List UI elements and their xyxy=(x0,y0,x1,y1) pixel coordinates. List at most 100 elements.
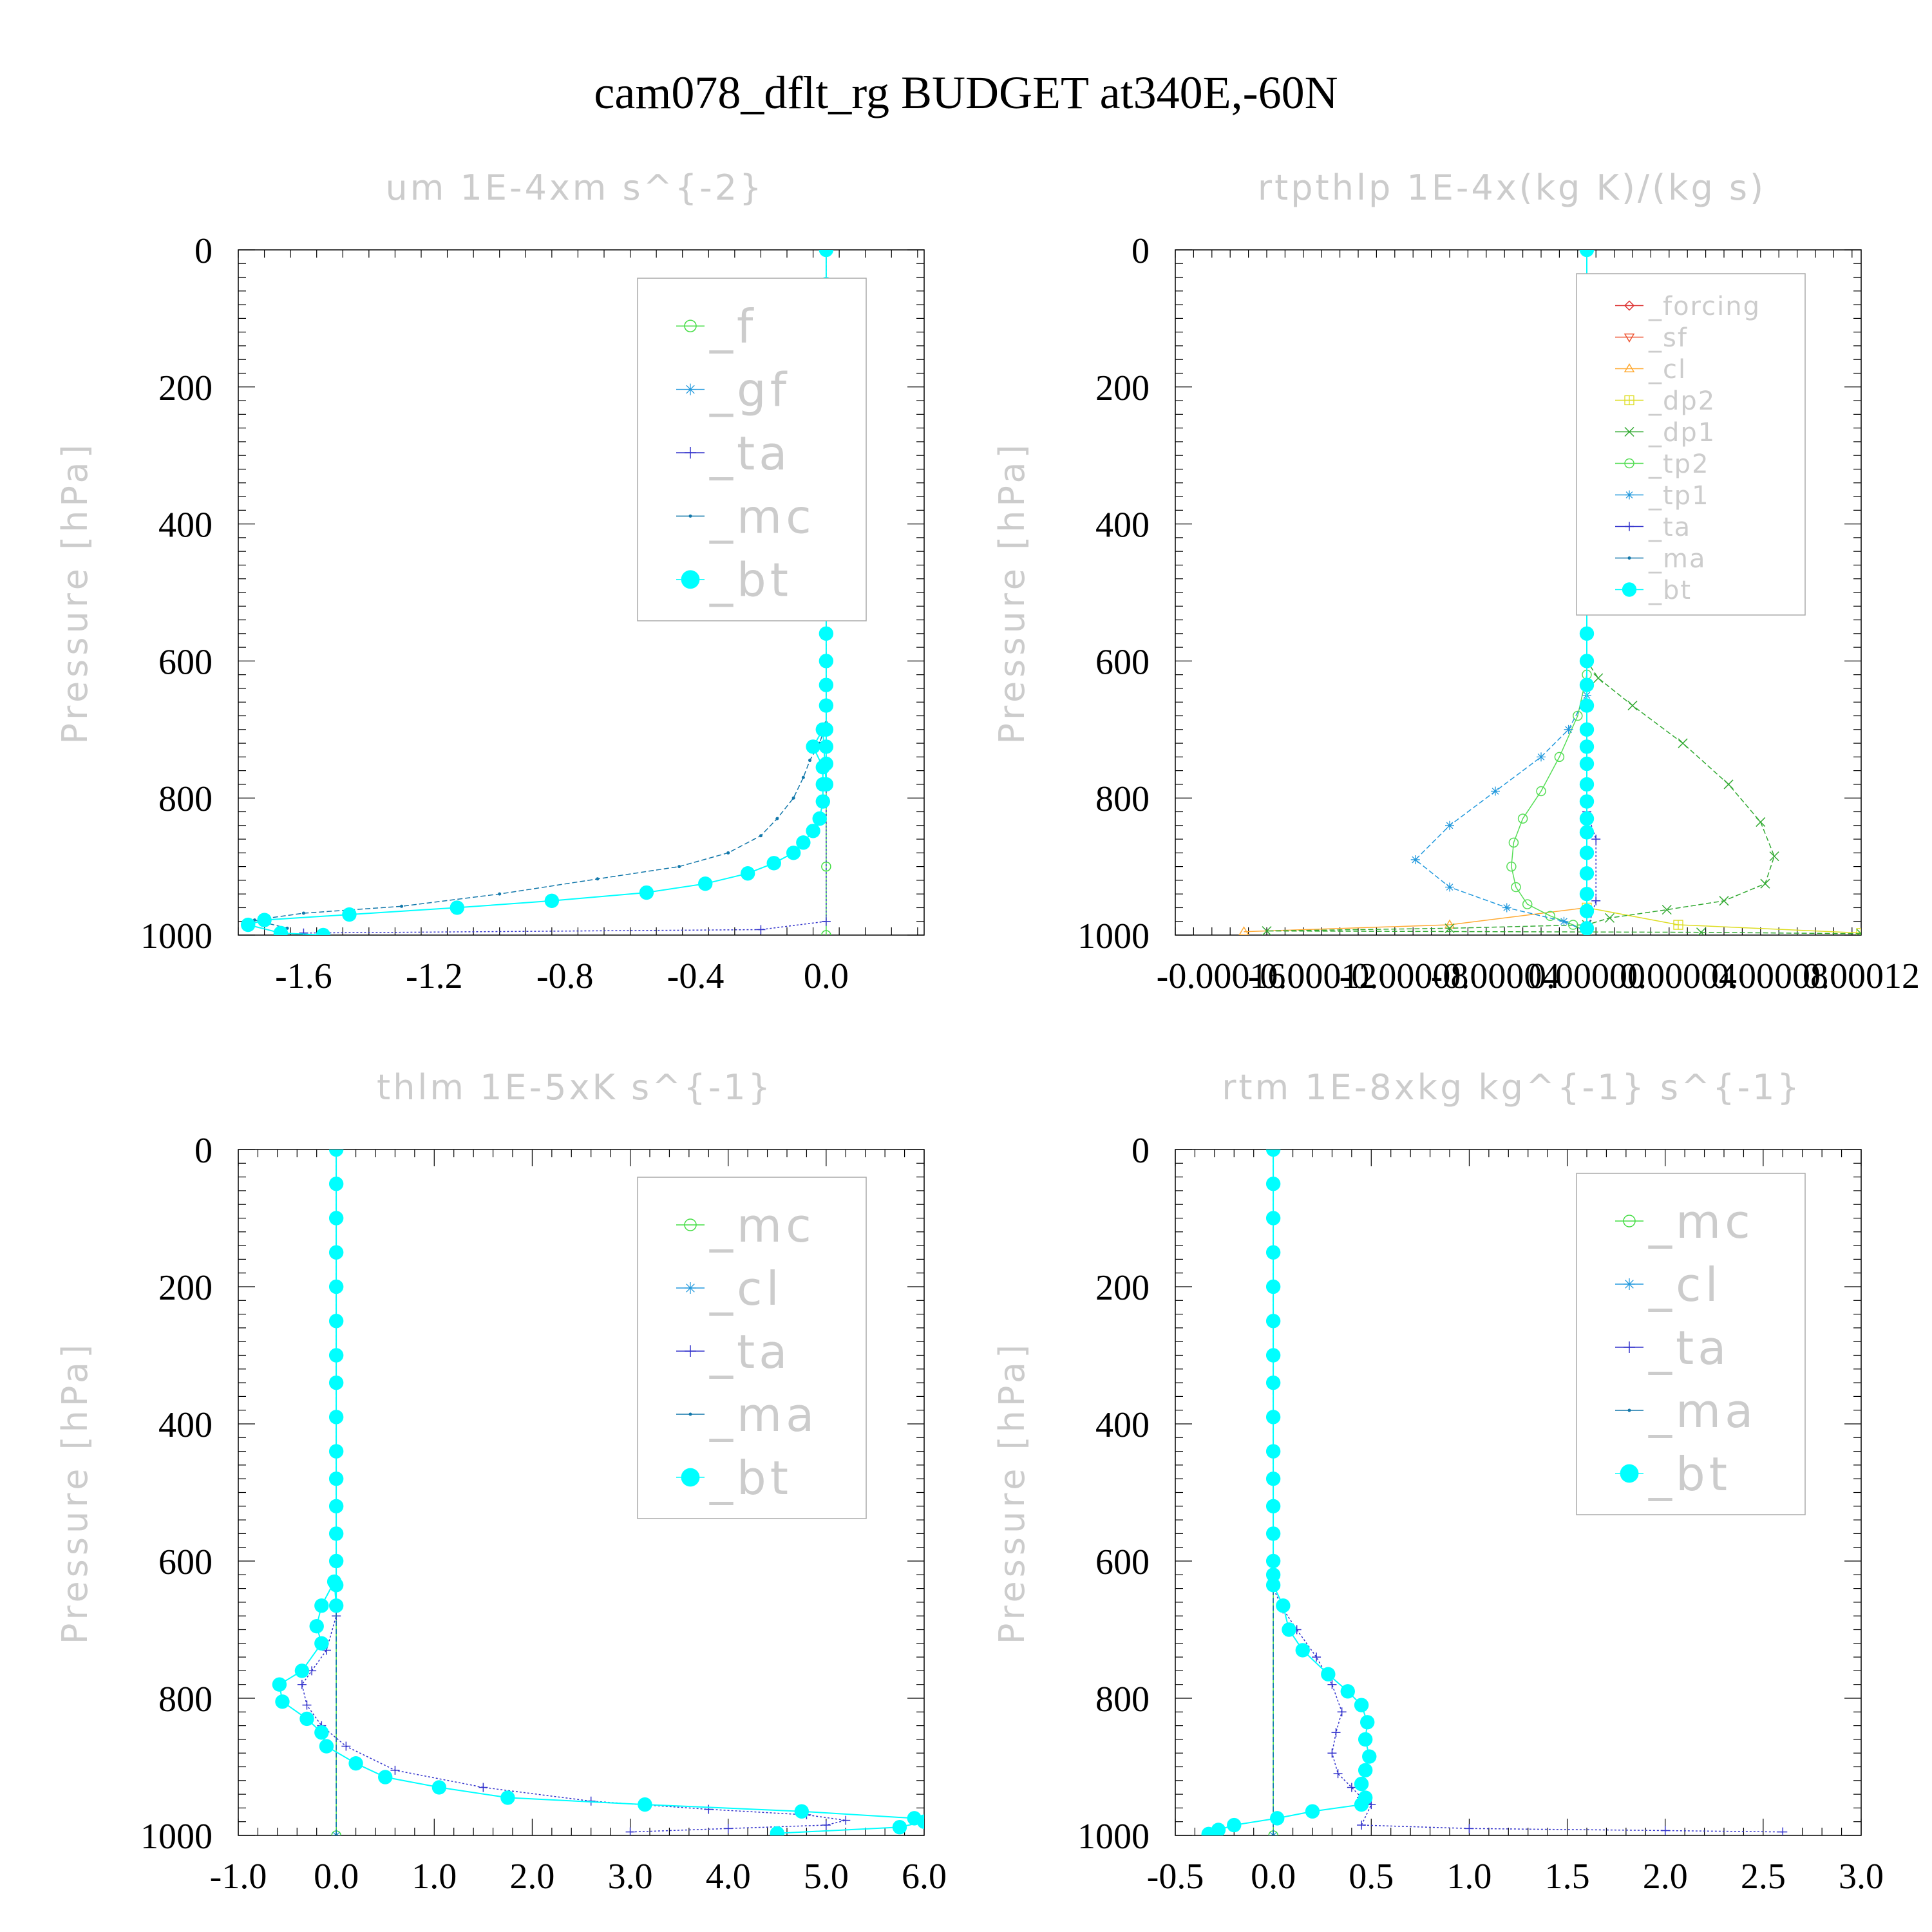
data-point-bt xyxy=(1579,626,1595,641)
y-tick-label: 600 xyxy=(1095,642,1150,682)
data-point-ta xyxy=(1333,1769,1343,1779)
panel-title: um 1E-4xm s^{-2} xyxy=(386,167,764,208)
y-tick-label: 200 xyxy=(1095,1268,1150,1308)
data-point-bt xyxy=(1579,794,1595,809)
data-point-tp2 xyxy=(1545,911,1555,921)
legend: _forcing_sf_cl_dp2_dp1_tp2_tp1_ta_ma_bt xyxy=(1576,273,1806,616)
data-point-bt xyxy=(328,1177,344,1191)
legend-label: _dp1 xyxy=(1648,418,1716,448)
data-point-bt xyxy=(1579,904,1595,918)
data-point-bt xyxy=(1265,1567,1281,1582)
y-tick-label: 400 xyxy=(1095,506,1150,545)
data-point-bt xyxy=(819,677,834,692)
legend-marker xyxy=(684,319,697,332)
data-point-dp1 xyxy=(1593,673,1604,683)
data-point-ta xyxy=(478,1783,488,1792)
legend-marker xyxy=(685,1282,696,1294)
x-tick-label: 6.0 xyxy=(902,1857,947,1897)
y-tick-label: 200 xyxy=(1095,368,1150,408)
data-point-bt xyxy=(314,1725,329,1740)
data-point-bt xyxy=(1276,1598,1291,1613)
data-point-bt xyxy=(1579,756,1595,772)
x-tick-label: -0.5 xyxy=(1147,1857,1204,1897)
data-point-dp1 xyxy=(1756,817,1766,827)
data-point-bt xyxy=(815,794,830,809)
data-point-tp1 xyxy=(1564,724,1573,734)
x-tick-label: 2.0 xyxy=(1643,1857,1688,1897)
data-point-bt xyxy=(1579,811,1595,826)
y-tick-label: 800 xyxy=(158,779,213,819)
data-point-ta xyxy=(1331,1728,1341,1738)
x-tick-label: 5.0 xyxy=(804,1857,849,1897)
data-point-mc xyxy=(677,865,681,869)
y-axis-label: Pressure [hPa] xyxy=(992,1341,1032,1644)
data-point-ta xyxy=(299,928,308,935)
data-point-tp1 xyxy=(1491,786,1500,796)
data-point-ta xyxy=(390,1765,400,1775)
data-point-ta xyxy=(1357,1821,1367,1830)
data-point-bt xyxy=(1579,250,1595,258)
data-point-bt xyxy=(314,1598,329,1613)
legend-marker xyxy=(688,514,692,518)
legend-marker xyxy=(1624,1341,1635,1353)
data-point-tp1 xyxy=(1537,752,1546,762)
data-point-bt xyxy=(500,1790,515,1805)
data-point-bt xyxy=(378,1770,393,1785)
data-point-bt xyxy=(1358,1763,1373,1778)
legend-label: _ta xyxy=(1648,1321,1730,1375)
data-point-bt xyxy=(770,1826,784,1835)
data-point-bt xyxy=(327,1574,342,1589)
data-point-bt xyxy=(328,1553,344,1569)
data-point-ta xyxy=(1347,1783,1356,1792)
data-point-dp1 xyxy=(1719,896,1729,906)
data-point-dp1 xyxy=(1604,913,1615,923)
data-point-ta xyxy=(841,1815,851,1825)
legend-marker xyxy=(1624,458,1634,469)
data-point-ta xyxy=(821,916,831,926)
series-line-tp1 xyxy=(1414,250,1587,933)
data-point-bt xyxy=(766,856,781,871)
data-point-bt xyxy=(1579,722,1595,737)
data-point-ta xyxy=(297,1680,307,1689)
data-point-f xyxy=(821,930,831,935)
legend-label: _forcing xyxy=(1648,292,1761,321)
data-point-bt xyxy=(806,824,820,838)
data-point-bt xyxy=(1227,1817,1242,1833)
data-point-tp1 xyxy=(1445,820,1454,830)
x-tick-label: 0.00004 xyxy=(1620,956,1737,996)
data-point-dp1 xyxy=(1696,927,1707,935)
data-point-tp2 xyxy=(1508,837,1519,848)
data-point-ta xyxy=(723,1824,733,1833)
data-point-bt xyxy=(328,1150,344,1157)
data-point-bt xyxy=(348,1756,363,1771)
legend-marker xyxy=(1627,1408,1631,1412)
data-point-bt xyxy=(328,1410,344,1425)
data-point-bt xyxy=(740,866,755,881)
x-tick-label: 1.0 xyxy=(1446,1857,1492,1897)
y-axis-label: Pressure [hPa] xyxy=(55,1341,95,1644)
data-point-bt xyxy=(1295,1643,1310,1658)
y-tick-label: 1000 xyxy=(140,1817,213,1857)
x-tick-label: 0.0 xyxy=(1251,1857,1296,1897)
data-point-mc xyxy=(301,911,305,915)
data-point-cl xyxy=(1238,926,1249,935)
data-point-ta xyxy=(1327,1748,1337,1758)
data-point-bt xyxy=(1265,1375,1281,1390)
data-point-bt xyxy=(1362,1749,1377,1764)
data-point-mc xyxy=(775,817,779,820)
legend-marker xyxy=(684,1218,697,1231)
legend-label: _ta xyxy=(1648,513,1691,542)
x-tick-label: -0.00004 xyxy=(1431,956,1560,996)
data-point-tp2 xyxy=(1506,861,1517,872)
data-point-bt xyxy=(698,876,713,891)
panel-title: rtpthlp 1E-4x(kg K)/(kg s) xyxy=(1258,167,1766,208)
panel-title: thlm 1E-5xK s^{-1} xyxy=(377,1067,773,1108)
data-point-bt xyxy=(328,1279,344,1294)
legend-marker xyxy=(1624,395,1634,406)
data-point-bt xyxy=(1321,1667,1336,1681)
panel-2: rtpthlp 1E-4x(kg K)/(kg s) Pressure [hPa]… xyxy=(992,167,1920,996)
x-tick-label: 1.0 xyxy=(412,1857,457,1897)
legend-marker xyxy=(1624,333,1635,343)
legend-marker xyxy=(1624,300,1635,311)
data-point-ta xyxy=(1327,1680,1337,1689)
